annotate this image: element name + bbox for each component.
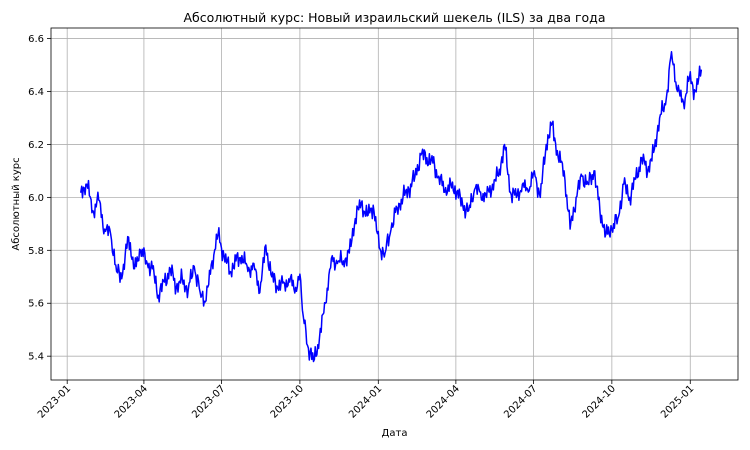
y-tick-label: 5.8 [28, 246, 44, 257]
series-group [80, 51, 703, 363]
y-axis: 5.4 5.6 5.8 6.0 6.2 6.4 6.6 [28, 34, 51, 363]
y-tick-label: 6.4 [28, 87, 44, 98]
y-tick-label: 6.6 [28, 34, 44, 45]
y-tick-label: 5.6 [28, 299, 44, 310]
y-tick-label: 5.4 [28, 352, 44, 363]
y-tick-label: 6.2 [28, 140, 44, 151]
chart-title: Абсолютный курс: Новый израильский шекел… [184, 10, 606, 25]
grid [51, 28, 738, 380]
x-axis-label: Дата [382, 428, 408, 439]
y-tick-label: 6.0 [28, 193, 44, 204]
y-axis-label: Абсолютный курс [11, 157, 22, 250]
series-line [80, 51, 703, 363]
plot-frame [50, 27, 739, 381]
